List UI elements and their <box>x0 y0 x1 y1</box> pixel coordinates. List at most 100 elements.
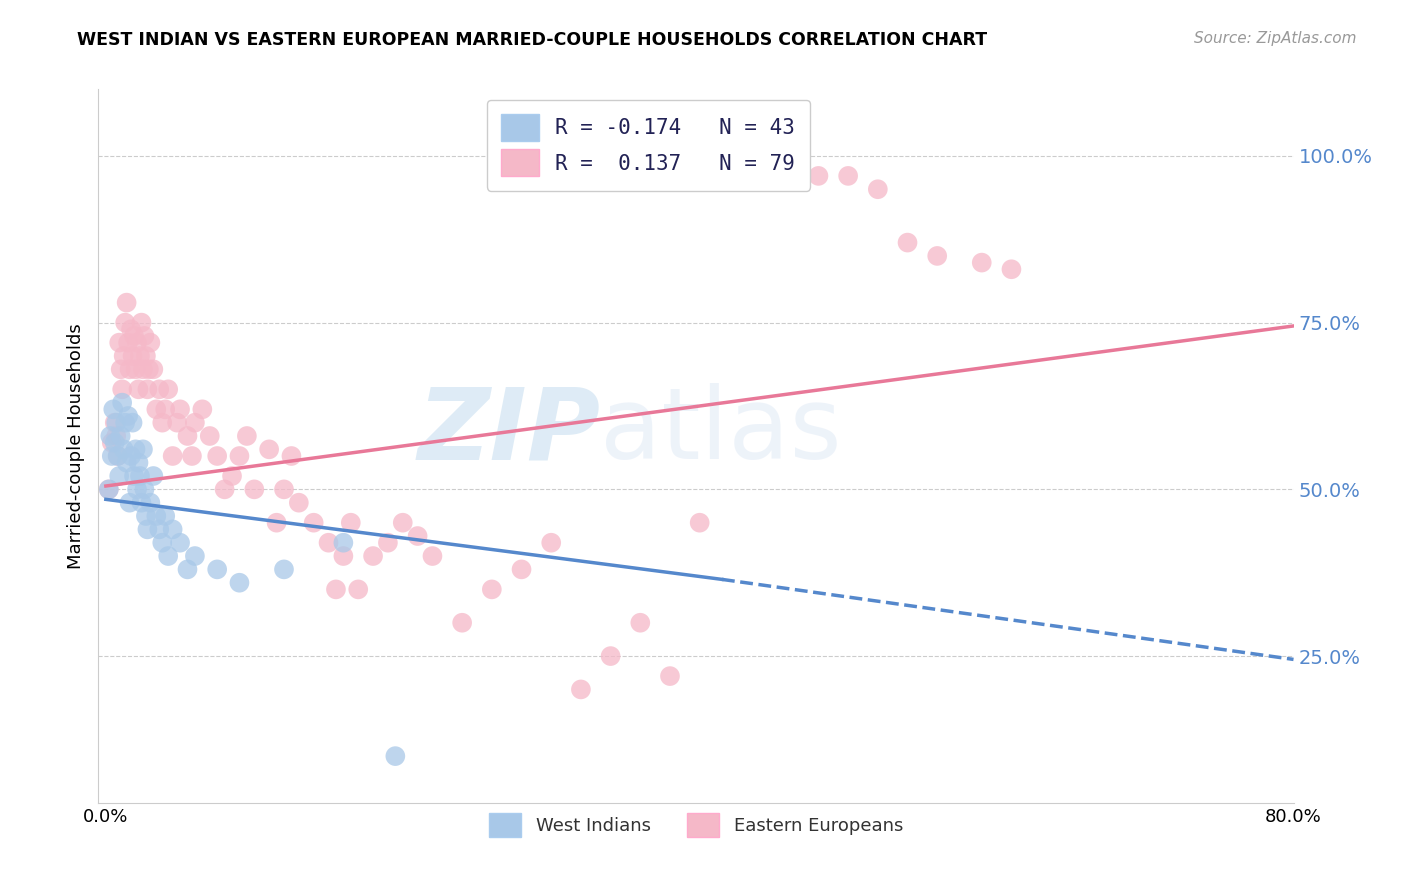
Point <box>148 382 170 396</box>
Point <box>169 402 191 417</box>
Point <box>118 496 141 510</box>
Point <box>236 429 259 443</box>
Point <box>162 522 184 536</box>
Point <box>128 382 150 396</box>
Point <box>148 522 170 536</box>
Point <box>243 483 266 497</box>
Point <box>142 362 165 376</box>
Point <box>1000 262 1022 277</box>
Point <box>135 349 157 363</box>
Point <box>569 682 592 697</box>
Point <box>104 416 127 430</box>
Point <box>659 669 682 683</box>
Point <box>599 649 621 664</box>
Point <box>124 442 146 457</box>
Text: Source: ZipAtlas.com: Source: ZipAtlas.com <box>1194 31 1357 46</box>
Point <box>138 362 160 376</box>
Point <box>169 535 191 549</box>
Point <box>129 349 152 363</box>
Point <box>184 549 207 563</box>
Point <box>134 483 156 497</box>
Point <box>325 582 347 597</box>
Point <box>132 442 155 457</box>
Point <box>98 429 121 443</box>
Point <box>108 469 131 483</box>
Point <box>332 549 354 563</box>
Point <box>104 435 127 450</box>
Point <box>97 483 120 497</box>
Point <box>157 382 180 396</box>
Point <box>377 535 399 549</box>
Point <box>391 516 413 530</box>
Point <box>927 249 949 263</box>
Point <box>117 335 139 350</box>
Point <box>510 562 533 576</box>
Point <box>117 409 139 423</box>
Point <box>122 329 145 343</box>
Point <box>332 535 354 549</box>
Point <box>136 522 159 536</box>
Point <box>176 429 198 443</box>
Point <box>115 295 138 310</box>
Point <box>406 529 429 543</box>
Point <box>114 316 136 330</box>
Point <box>628 615 651 630</box>
Point <box>205 562 228 576</box>
Point <box>107 449 129 463</box>
Point <box>340 516 363 530</box>
Point <box>136 382 159 396</box>
Point <box>273 562 295 576</box>
Text: atlas: atlas <box>600 384 842 480</box>
Point <box>807 169 830 183</box>
Point <box>205 449 228 463</box>
Point <box>97 483 120 497</box>
Point <box>150 416 173 430</box>
Point <box>110 429 132 443</box>
Point <box>155 509 177 524</box>
Point <box>166 416 188 430</box>
Point <box>105 416 128 430</box>
Point <box>280 449 302 463</box>
Point <box>110 362 132 376</box>
Point <box>481 582 503 597</box>
Point <box>134 329 156 343</box>
Point <box>101 435 124 450</box>
Point <box>111 382 134 396</box>
Point <box>125 335 148 350</box>
Point <box>176 562 198 576</box>
Point <box>228 449 250 463</box>
Point <box>121 416 143 430</box>
Point <box>837 169 859 183</box>
Point <box>132 362 155 376</box>
Point <box>422 549 444 563</box>
Point <box>101 449 124 463</box>
Point <box>689 516 711 530</box>
Point <box>318 535 340 549</box>
Legend: West Indians, Eastern Europeans: West Indians, Eastern Europeans <box>482 806 910 844</box>
Point <box>122 469 145 483</box>
Point <box>451 615 474 630</box>
Point <box>120 449 142 463</box>
Point <box>150 535 173 549</box>
Point <box>128 456 150 470</box>
Point <box>221 469 243 483</box>
Point <box>266 516 288 530</box>
Point <box>118 362 141 376</box>
Point <box>139 335 162 350</box>
Point <box>896 235 918 250</box>
Point <box>124 362 146 376</box>
Point <box>384 749 406 764</box>
Point <box>114 416 136 430</box>
Point <box>866 182 889 196</box>
Point <box>145 402 167 417</box>
Point <box>540 535 562 549</box>
Point <box>228 575 250 590</box>
Point <box>112 442 135 457</box>
Point <box>135 509 157 524</box>
Point <box>121 349 143 363</box>
Point <box>103 402 125 417</box>
Point <box>142 469 165 483</box>
Point <box>191 402 214 417</box>
Point <box>273 483 295 497</box>
Point <box>184 416 207 430</box>
